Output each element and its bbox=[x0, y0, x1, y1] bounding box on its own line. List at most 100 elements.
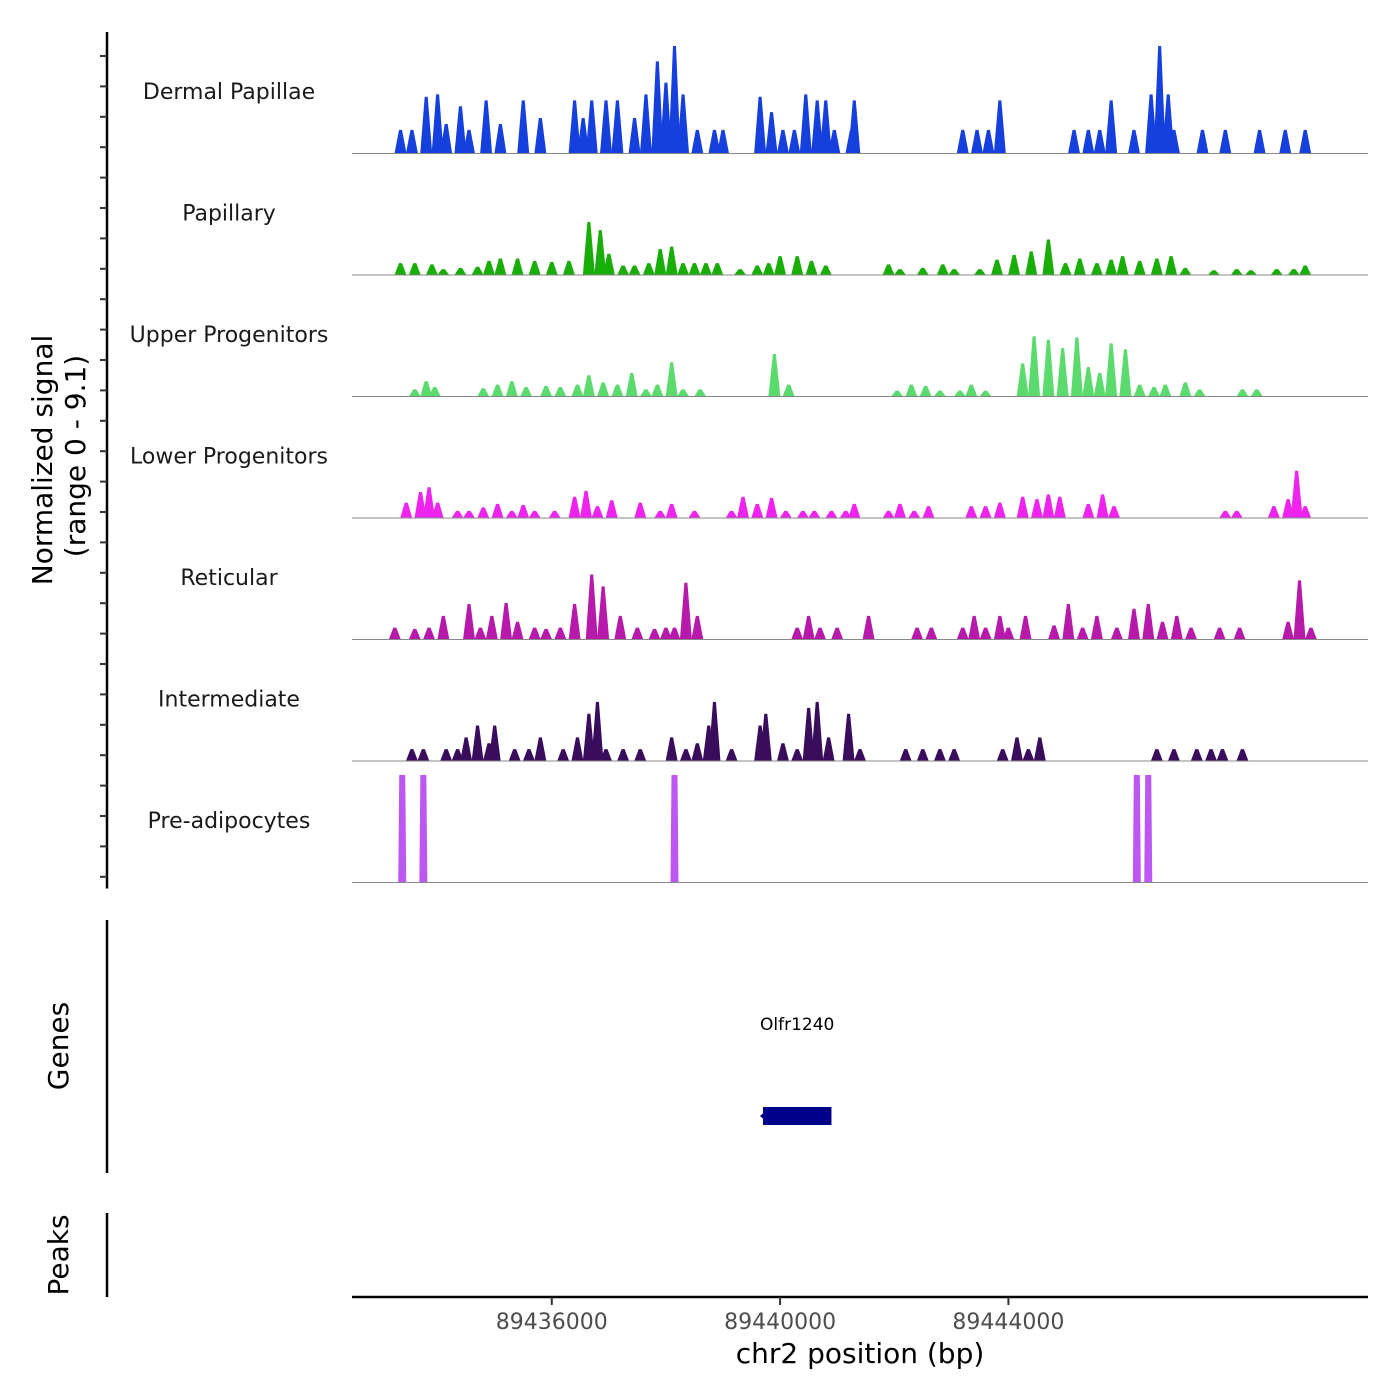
peak-papillary-4 bbox=[454, 267, 467, 275]
peak-dermal-papillae-4 bbox=[440, 123, 453, 154]
peak-upper-progenitors-7 bbox=[540, 385, 553, 397]
peak-intermediate-18 bbox=[665, 737, 678, 761]
peak-papillary-55 bbox=[1299, 265, 1312, 275]
peak-papillary-25 bbox=[751, 265, 764, 275]
peak-reticular-44 bbox=[1185, 627, 1198, 640]
peak-dermal-papillae-10 bbox=[534, 118, 547, 154]
peak-lower-progenitors-17 bbox=[654, 510, 667, 518]
peak-reticular-33 bbox=[1002, 627, 1015, 640]
peak-dermal-papillae-23 bbox=[708, 129, 721, 154]
peak-upper-progenitors-31 bbox=[1056, 348, 1069, 397]
peak-intermediate-27 bbox=[791, 749, 804, 761]
peak-upper-progenitors-4 bbox=[491, 384, 504, 397]
genes-panel: Olfr1240 bbox=[105, 920, 834, 1173]
peak-upper-progenitors-24 bbox=[933, 390, 946, 397]
peak-dermal-papillae-52 bbox=[1299, 129, 1312, 154]
peak-papillary-17 bbox=[642, 263, 655, 275]
peak-intermediate-29 bbox=[811, 701, 824, 761]
peak-dermal-papillae-45 bbox=[1153, 46, 1166, 154]
peak-intermediate-33 bbox=[899, 749, 912, 761]
peak-intermediate-26 bbox=[776, 743, 789, 761]
peak-pre-adipocytes-4 bbox=[1144, 775, 1153, 883]
peak-reticular-25 bbox=[831, 627, 844, 640]
peak-lower-progenitors-46 bbox=[1267, 506, 1280, 518]
peak-lower-progenitors-8 bbox=[505, 510, 518, 518]
gene-strand-arrow-olfr1240 bbox=[759, 1110, 767, 1122]
peak-lower-progenitors-27 bbox=[825, 510, 838, 518]
y-axis-title-line2: (range 0 - 9.1) bbox=[59, 355, 92, 557]
peak-upper-progenitors-42 bbox=[1236, 389, 1249, 397]
peak-dermal-papillae-11 bbox=[568, 100, 581, 154]
peak-reticular-9 bbox=[528, 627, 541, 640]
track-label-dermal-papillae: Dermal Papillae bbox=[143, 80, 315, 105]
peak-papillary-52 bbox=[1244, 270, 1257, 275]
peak-papillary-50 bbox=[1207, 270, 1220, 275]
peak-dermal-papillae-30 bbox=[811, 100, 824, 154]
peak-reticular-17 bbox=[648, 628, 661, 640]
peak-dermal-papillae-26 bbox=[765, 112, 778, 154]
peak-intermediate-36 bbox=[948, 749, 961, 761]
peak-dermal-papillae-3 bbox=[431, 94, 444, 154]
peak-upper-progenitors-25 bbox=[953, 390, 966, 397]
peak-reticular-40 bbox=[1127, 608, 1140, 640]
peak-upper-progenitors-1 bbox=[420, 381, 433, 397]
peak-intermediate-20 bbox=[691, 743, 704, 761]
peak-upper-progenitors-19 bbox=[768, 353, 781, 397]
peak-lower-progenitors-30 bbox=[882, 510, 895, 518]
peak-reticular-30 bbox=[968, 615, 981, 640]
peak-reticular-5 bbox=[474, 627, 487, 640]
peak-reticular-13 bbox=[585, 574, 598, 640]
peak-dermal-papillae-27 bbox=[776, 129, 789, 154]
peak-lower-progenitors-4 bbox=[451, 510, 464, 518]
peak-reticular-21 bbox=[691, 615, 704, 640]
peak-lower-progenitors-20 bbox=[725, 510, 738, 518]
peak-lower-progenitors-23 bbox=[765, 497, 778, 518]
peak-reticular-29 bbox=[956, 627, 969, 640]
peak-intermediate-46 bbox=[1236, 749, 1249, 761]
track-lower-progenitors: Lower Progenitors bbox=[130, 444, 1368, 519]
peak-papillary-42 bbox=[1073, 258, 1086, 275]
peak-papillary-27 bbox=[774, 256, 787, 275]
peak-dermal-papillae-17 bbox=[639, 94, 652, 154]
peak-reticular-26 bbox=[862, 615, 875, 640]
peak-reticular-0 bbox=[388, 627, 401, 640]
peak-dermal-papillae-7 bbox=[480, 100, 493, 154]
peak-dermal-papillae-1 bbox=[405, 129, 418, 154]
peak-lower-progenitors-28 bbox=[839, 510, 852, 518]
peak-papillary-1 bbox=[408, 263, 421, 275]
peak-papillary-51 bbox=[1230, 269, 1243, 275]
track-label-papillary: Papillary bbox=[182, 201, 276, 226]
peak-intermediate-8 bbox=[508, 749, 521, 761]
peak-upper-progenitors-11 bbox=[597, 382, 610, 397]
peak-intermediate-1 bbox=[417, 749, 430, 761]
peak-upper-progenitors-30 bbox=[1042, 339, 1055, 397]
peak-dermal-papillae-51 bbox=[1279, 129, 1292, 154]
peak-upper-progenitors-40 bbox=[1179, 382, 1192, 397]
peak-intermediate-30 bbox=[822, 737, 835, 761]
x-axis: 89436000 89440000 89444000 bbox=[352, 1295, 1368, 1335]
peak-lower-progenitors-42 bbox=[1096, 494, 1109, 518]
peak-reticular-32 bbox=[993, 615, 1006, 640]
peak-intermediate-40 bbox=[1033, 737, 1046, 761]
peak-lower-progenitors-21 bbox=[736, 496, 749, 518]
peak-dermal-papillae-19 bbox=[659, 82, 672, 154]
peak-upper-progenitors-12 bbox=[611, 384, 624, 397]
peak-papillary-40 bbox=[1042, 239, 1055, 275]
peak-reticular-42 bbox=[1156, 621, 1169, 640]
peak-intermediate-43 bbox=[1190, 749, 1203, 761]
genes-axis-title: Genes bbox=[42, 1002, 75, 1090]
signal-y-axis bbox=[100, 32, 109, 889]
peak-upper-progenitors-22 bbox=[905, 384, 918, 397]
peak-papillary-30 bbox=[819, 265, 832, 275]
peak-lower-progenitors-7 bbox=[491, 503, 504, 518]
peak-reticular-10 bbox=[540, 628, 553, 640]
peak-lower-progenitors-33 bbox=[922, 506, 935, 518]
peak-reticular-47 bbox=[1282, 621, 1295, 640]
peak-reticular-48 bbox=[1293, 580, 1306, 640]
peak-papillary-28 bbox=[791, 256, 804, 275]
peak-dermal-papillae-18 bbox=[651, 61, 664, 154]
track-label-reticular: Reticular bbox=[180, 566, 278, 591]
track-upper-progenitors: Upper Progenitors bbox=[130, 323, 1368, 397]
peak-lower-progenitors-34 bbox=[965, 506, 978, 518]
peak-dermal-papillae-38 bbox=[993, 100, 1006, 154]
